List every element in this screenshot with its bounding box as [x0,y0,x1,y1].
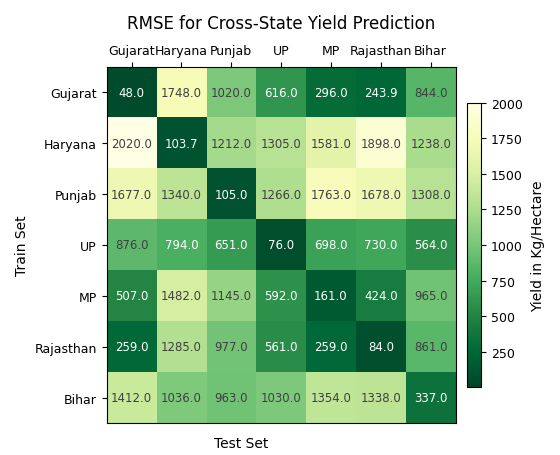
Text: 1354.0: 1354.0 [311,391,352,404]
Text: 48.0: 48.0 [119,86,144,100]
Text: 1748.0: 1748.0 [161,86,202,100]
Text: 1020.0: 1020.0 [211,86,251,100]
Text: 794.0: 794.0 [165,239,198,252]
Text: 1145.0: 1145.0 [211,290,252,303]
Text: 507.0: 507.0 [115,290,148,303]
Text: 259.0: 259.0 [115,340,148,354]
Text: 844.0: 844.0 [414,86,447,100]
Text: 730.0: 730.0 [364,239,398,252]
Text: 561.0: 561.0 [264,340,298,354]
Text: 1581.0: 1581.0 [311,137,352,151]
Text: 1212.0: 1212.0 [211,137,252,151]
Text: 424.0: 424.0 [364,290,398,303]
Text: 259.0: 259.0 [314,340,348,354]
Text: 1340.0: 1340.0 [161,188,202,201]
Title: RMSE for Cross-State Yield Prediction: RMSE for Cross-State Yield Prediction [127,15,435,33]
Text: 1412.0: 1412.0 [111,391,152,404]
Text: Test Set: Test Set [213,436,268,450]
Text: 296.0: 296.0 [314,86,348,100]
Text: 2020.0: 2020.0 [111,137,152,151]
Text: 1308.0: 1308.0 [410,188,451,201]
Y-axis label: Yield in Kg/Hectare: Yield in Kg/Hectare [531,180,545,311]
Text: 1036.0: 1036.0 [161,391,202,404]
Text: 1898.0: 1898.0 [361,137,402,151]
Text: 1305.0: 1305.0 [261,137,301,151]
Text: 1238.0: 1238.0 [410,137,451,151]
Text: 103.7: 103.7 [165,137,198,151]
Text: 861.0: 861.0 [414,340,447,354]
Text: 161.0: 161.0 [314,290,348,303]
Text: 105.0: 105.0 [214,188,248,201]
Text: 1482.0: 1482.0 [161,290,202,303]
Text: 1266.0: 1266.0 [260,188,302,201]
Text: 1763.0: 1763.0 [310,188,352,201]
Text: 1677.0: 1677.0 [111,188,152,201]
Text: 616.0: 616.0 [264,86,298,100]
Text: 243.9: 243.9 [364,86,398,100]
Text: 965.0: 965.0 [414,290,447,303]
Text: 337.0: 337.0 [414,391,447,404]
Text: 963.0: 963.0 [214,391,248,404]
Text: 1030.0: 1030.0 [261,391,301,404]
Text: 1338.0: 1338.0 [361,391,401,404]
Text: 977.0: 977.0 [214,340,248,354]
Text: 592.0: 592.0 [264,290,298,303]
Text: 651.0: 651.0 [214,239,248,252]
Text: 1678.0: 1678.0 [360,188,402,201]
Text: 698.0: 698.0 [314,239,348,252]
Text: 876.0: 876.0 [115,239,148,252]
Text: 84.0: 84.0 [368,340,394,354]
Text: 1285.0: 1285.0 [161,340,202,354]
Text: 564.0: 564.0 [414,239,447,252]
Text: 76.0: 76.0 [268,239,294,252]
Y-axis label: Train Set: Train Set [15,215,29,276]
